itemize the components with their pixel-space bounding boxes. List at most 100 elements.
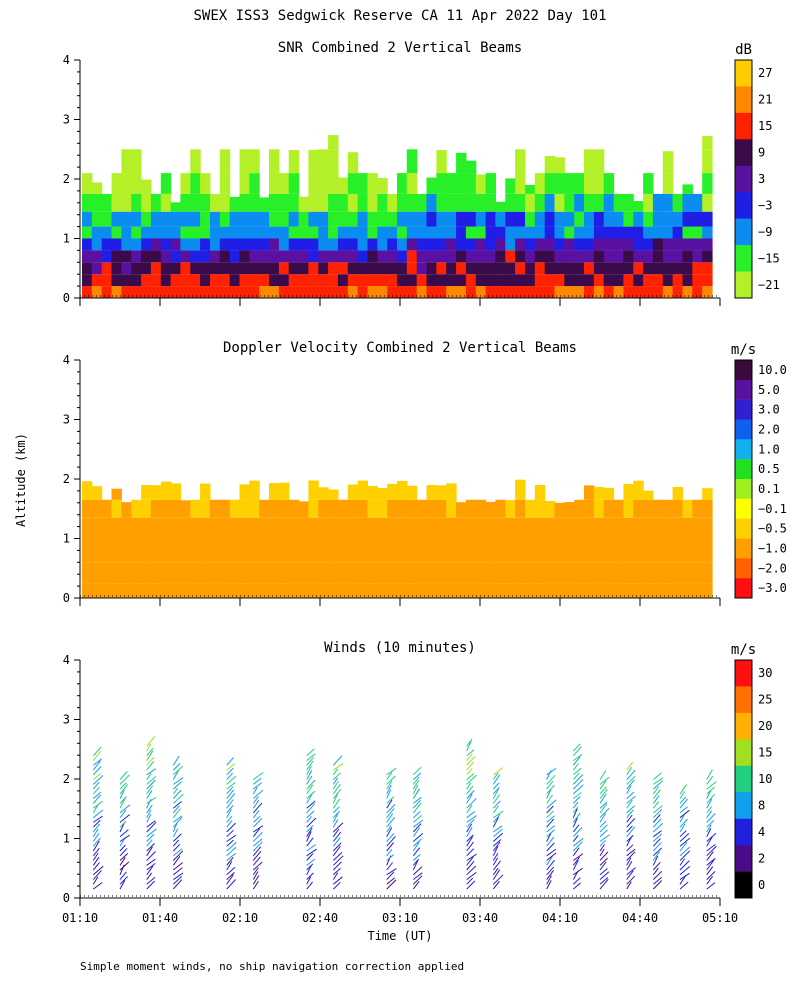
wind-barb: [412, 875, 423, 885]
colorbar-swatch: [735, 578, 752, 599]
data-cell: [633, 517, 644, 539]
data-cell: [318, 499, 329, 518]
wind-barb: [119, 844, 126, 852]
wind-barb: [306, 800, 316, 809]
data-cell: [515, 286, 526, 298]
data-cell: [643, 538, 654, 563]
wind-barb: [386, 879, 397, 890]
data-cell: [633, 226, 644, 239]
data-cell: [367, 562, 378, 584]
data-cell: [593, 250, 605, 263]
wind-barb: [492, 869, 501, 880]
wind-barb: [172, 808, 181, 819]
wind-barb: [306, 790, 316, 799]
wind-profile: [492, 767, 504, 890]
wind-barb: [172, 862, 183, 871]
data-cell: [91, 250, 103, 263]
data-cell: [436, 286, 447, 298]
wind-barb: [386, 871, 395, 880]
wind-barb: [119, 784, 128, 795]
data-cell: [82, 583, 93, 598]
wind-barb: [332, 881, 341, 890]
data-cell: [426, 250, 437, 263]
colorbar-label: 0.5: [758, 462, 780, 476]
data-cell: [662, 151, 674, 173]
data-cell: [397, 173, 408, 194]
wind-barb: [252, 789, 264, 799]
data-cell: [357, 480, 368, 500]
wind-barb: [226, 789, 235, 799]
data-cell: [554, 238, 565, 251]
data-cell: [229, 517, 241, 539]
data-cell: [515, 226, 526, 239]
wind-barb: [386, 808, 395, 819]
data-cell: [554, 274, 565, 287]
wind-barb: [492, 860, 501, 871]
data-cell: [82, 193, 93, 212]
data-cell: [298, 274, 309, 287]
data-cell: [603, 211, 615, 227]
wind-barb: [626, 800, 633, 809]
data-cell: [702, 538, 713, 563]
data-cell: [249, 238, 260, 251]
data-cell: [436, 193, 447, 212]
data-cell: [141, 286, 152, 298]
colorbar-frame: [734, 59, 753, 299]
data-cell: [180, 193, 191, 212]
data-cell: [426, 562, 437, 584]
data-cell: [426, 538, 437, 563]
wind-barb: [652, 880, 663, 890]
data-cell: [574, 238, 585, 251]
data-cell: [111, 262, 122, 275]
data-cell: [682, 184, 693, 194]
data-cell: [239, 262, 250, 275]
wind-profile: [119, 771, 131, 890]
colorbar-label: 10: [758, 772, 772, 786]
data-cell: [131, 499, 142, 518]
data-cell: [397, 499, 408, 518]
data-cell: [101, 538, 113, 563]
data-cell: [397, 538, 408, 563]
data-cell: [229, 226, 241, 239]
data-cell: [269, 562, 280, 584]
wind-barb: [412, 859, 419, 871]
wind-barb: [332, 798, 341, 809]
wind-barb: [599, 878, 609, 890]
wind-barb: [146, 796, 157, 804]
wind-barb: [706, 875, 714, 885]
wind-barb: [252, 875, 260, 885]
data-cell: [574, 274, 585, 287]
data-cell: [131, 149, 142, 174]
data-cell: [456, 517, 467, 539]
wind-barb: [626, 761, 634, 771]
wind-barb: [252, 810, 260, 819]
data-cell: [101, 211, 113, 227]
data-cell: [446, 583, 457, 598]
data-cell: [515, 274, 526, 287]
data-cell: [200, 286, 211, 298]
data-cell: [200, 226, 211, 239]
data-cell: [269, 583, 280, 598]
wind-barb: [626, 818, 636, 828]
data-cell: [190, 250, 201, 263]
data-cell: [465, 517, 477, 539]
data-cell: [180, 238, 191, 251]
colorbar-label: 2.0: [758, 422, 780, 436]
wind-barb: [92, 837, 101, 847]
data-cell: [357, 562, 368, 584]
data-cell: [278, 226, 290, 239]
wind-barb: [546, 832, 552, 842]
data-cell: [249, 583, 260, 598]
wind-barb: [386, 854, 395, 861]
wind-barb: [466, 749, 475, 757]
data-cell: [603, 583, 615, 598]
data-cell: [692, 250, 703, 263]
data-cell: [150, 562, 162, 584]
data-cell: [160, 238, 172, 251]
wind-barb: [546, 880, 552, 890]
colorbar-swatch: [735, 419, 752, 440]
data-cell: [475, 538, 487, 563]
colorbar-swatch: [735, 60, 752, 87]
data-cell: [308, 274, 319, 287]
data-cell: [239, 211, 250, 227]
